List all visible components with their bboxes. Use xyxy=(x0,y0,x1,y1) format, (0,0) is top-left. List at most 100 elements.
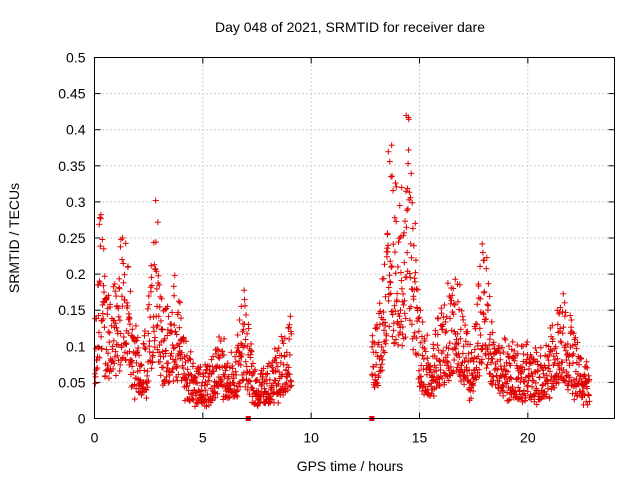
data-point xyxy=(170,345,177,352)
data-point xyxy=(152,239,159,246)
data-point xyxy=(514,342,521,349)
data-point xyxy=(447,315,454,322)
y-tick-label: 0.15 xyxy=(58,302,85,318)
data-point xyxy=(554,355,561,362)
data-point xyxy=(559,330,566,337)
data-point xyxy=(388,142,395,149)
data-point xyxy=(392,180,399,187)
data-point xyxy=(264,370,271,377)
data-point xyxy=(384,248,391,255)
data-point xyxy=(483,265,490,272)
y-tick-label: 0 xyxy=(78,411,86,427)
data-point xyxy=(391,339,398,346)
data-point xyxy=(500,383,507,390)
data-point xyxy=(388,264,395,271)
data-point xyxy=(156,349,163,356)
data-point xyxy=(481,288,488,295)
data-point xyxy=(407,240,414,247)
y-tick-label: 0.1 xyxy=(66,338,86,354)
data-point xyxy=(97,280,104,287)
data-point xyxy=(152,197,159,204)
data-point xyxy=(403,207,410,214)
data-point xyxy=(550,353,557,360)
data-point xyxy=(145,377,152,384)
data-point xyxy=(381,261,388,268)
data-point xyxy=(268,384,275,391)
data-point xyxy=(521,366,528,373)
data-point xyxy=(537,353,544,360)
data-point xyxy=(456,306,463,313)
data-point xyxy=(586,376,593,383)
data-point xyxy=(558,339,565,346)
data-point xyxy=(556,309,563,316)
data-point xyxy=(242,336,249,343)
data-point xyxy=(120,279,127,286)
data-point xyxy=(440,369,447,376)
data-point xyxy=(107,301,114,308)
data-point xyxy=(561,313,568,320)
data-point xyxy=(486,293,493,300)
data-point xyxy=(408,254,415,261)
data-point xyxy=(184,366,191,373)
data-point xyxy=(126,314,133,321)
data-point xyxy=(583,358,590,365)
data-point xyxy=(399,331,406,338)
data-point xyxy=(421,345,428,352)
data-point xyxy=(198,387,205,394)
data-point xyxy=(441,301,448,308)
data-point xyxy=(414,318,421,325)
data-point xyxy=(164,364,171,371)
data-point xyxy=(424,386,431,393)
data-point xyxy=(484,301,491,308)
data-point xyxy=(448,363,455,370)
data-point xyxy=(524,383,531,390)
data-point xyxy=(97,211,104,218)
data-point xyxy=(476,372,483,379)
data-point xyxy=(381,327,388,334)
data-point xyxy=(584,364,591,371)
data-point xyxy=(570,330,577,337)
data-point xyxy=(451,356,458,363)
data-point xyxy=(123,299,130,306)
data-point xyxy=(126,348,133,355)
data-point xyxy=(369,332,376,339)
data-point xyxy=(170,378,177,385)
data-point xyxy=(92,373,99,380)
data-point xyxy=(141,344,148,351)
data-point xyxy=(585,392,592,399)
data-point xyxy=(236,357,243,364)
data-point xyxy=(246,391,253,398)
gridlines xyxy=(94,57,615,419)
data-point xyxy=(192,375,199,382)
data-point xyxy=(520,378,527,385)
data-point xyxy=(390,327,397,334)
data-point xyxy=(158,338,165,345)
data-point xyxy=(572,334,579,341)
data-point xyxy=(414,286,421,293)
data-point xyxy=(503,373,510,380)
data-point xyxy=(129,363,136,370)
data-point xyxy=(157,372,164,379)
data-point xyxy=(494,366,501,373)
data-point xyxy=(142,346,149,353)
data-point xyxy=(460,343,467,350)
data-point xyxy=(479,240,486,247)
data-point xyxy=(119,303,126,310)
data-point xyxy=(419,319,426,326)
data-point xyxy=(228,349,235,356)
data-point xyxy=(385,284,392,291)
data-point xyxy=(164,303,171,310)
data-point xyxy=(212,394,219,401)
data-point xyxy=(566,374,573,381)
data-point xyxy=(478,356,485,363)
data-point xyxy=(221,371,228,378)
data-point xyxy=(269,396,276,403)
data-point xyxy=(417,373,424,380)
data-point xyxy=(131,381,138,388)
data-point xyxy=(390,241,397,248)
data-point xyxy=(407,274,414,281)
data-point xyxy=(112,288,119,295)
data-point xyxy=(565,386,572,393)
data-point xyxy=(525,365,532,372)
data-point xyxy=(546,351,553,358)
